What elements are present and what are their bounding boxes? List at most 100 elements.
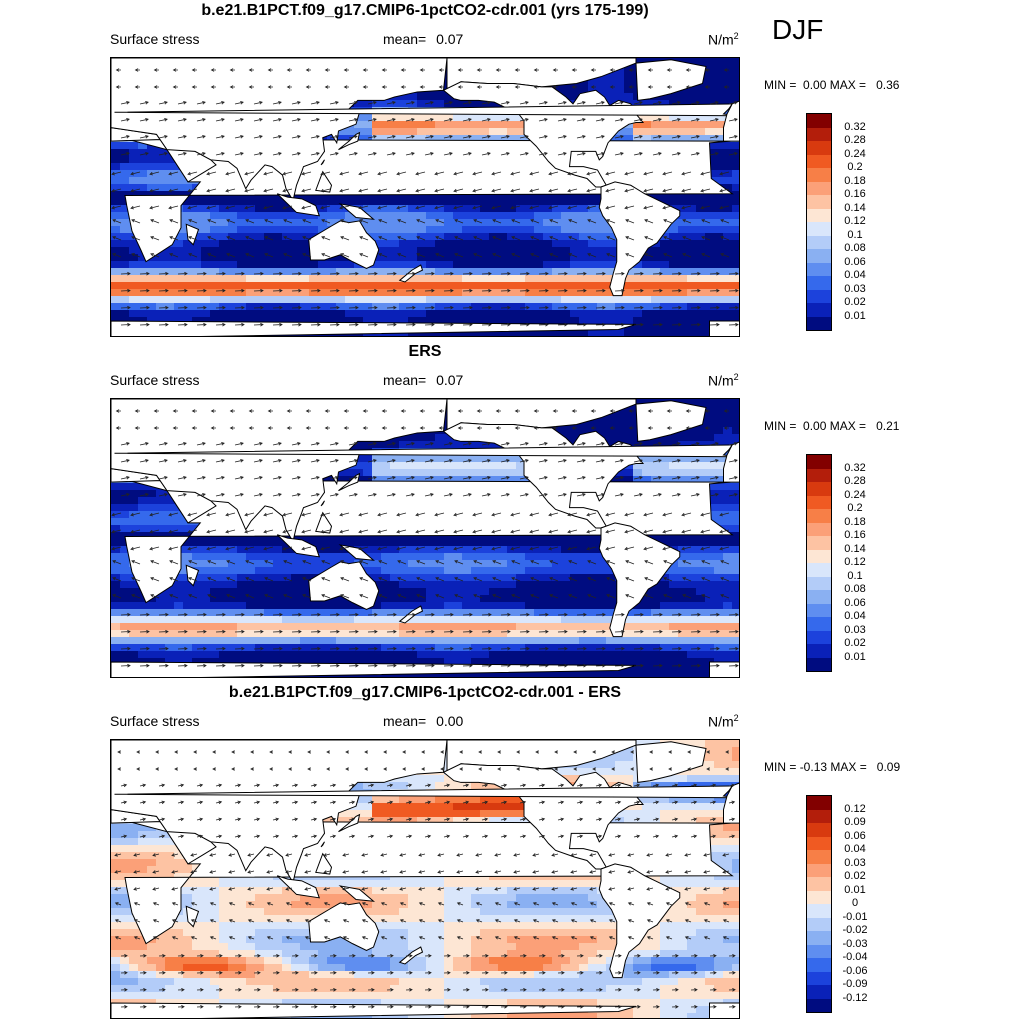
coastline: [276, 875, 320, 899]
mean-label: mean=: [383, 31, 427, 47]
colorbar-swatch: [807, 630, 831, 644]
colorbar-swatch: [807, 235, 831, 249]
colorbar-swatch: [807, 590, 831, 604]
colorbar-swatch: [807, 536, 831, 550]
colorbar-label: 0.18: [844, 515, 866, 528]
colorbar-label: 0.04: [844, 269, 866, 281]
map-canvas: [111, 399, 739, 677]
colorbar-swatch: [807, 863, 831, 877]
coastline: [185, 223, 200, 246]
min-value: 0.00: [803, 419, 827, 433]
colorbar-label: 0.01: [844, 883, 866, 896]
min-max-readout: MIN = -0.13 MAX = 0.09: [764, 760, 900, 774]
colorbar-swatch: [807, 509, 831, 523]
colorbar: [806, 795, 832, 1013]
variable-label: Surface stress: [110, 713, 200, 729]
variable-label: Surface stress: [110, 372, 200, 388]
colorbar-label: 0.24: [844, 488, 866, 501]
colorbar-label: -0.04: [842, 951, 868, 963]
colorbar-label: 0.18: [844, 174, 866, 187]
max-label: MAX =: [829, 419, 867, 433]
colorbar-swatch: [807, 455, 831, 469]
coastline: [320, 841, 325, 848]
coastline: [315, 170, 333, 193]
min-max-readout: MIN = 0.00 MAX = 0.36: [764, 78, 899, 92]
colorbar-label: 0.14: [844, 542, 866, 555]
min-value: 0.00: [803, 78, 827, 92]
mean-label: mean=: [383, 372, 427, 388]
colorbar-swatch: [807, 114, 831, 128]
colorbar-swatch: [807, 316, 831, 330]
colorbar-swatch: [807, 917, 831, 931]
colorbar-swatch: [807, 796, 831, 810]
units-text: N/m: [708, 713, 734, 730]
colorbar-label: 0.24: [844, 147, 866, 160]
colorbar-swatch: [807, 482, 831, 496]
stress-vectors: [111, 68, 739, 327]
units-exponent: 2: [733, 713, 739, 723]
mean-value: 0.07: [436, 372, 464, 388]
panel-title: b.e21.B1PCT.f09_g17.CMIP6-1pctCO2-cdr.00…: [201, 2, 649, 19]
units-label: N/m2: [708, 31, 739, 48]
max-value: 0.09: [876, 760, 901, 774]
coastline: [338, 203, 376, 220]
colorbar-label: 0.28: [844, 475, 866, 487]
stress-vectors: [111, 409, 739, 668]
coastline: [185, 905, 200, 928]
mean-readout: mean= 0.07: [383, 372, 463, 388]
coastline: [308, 561, 380, 610]
map-canvas: [111, 58, 739, 336]
colorbar-label: 0.01: [844, 309, 866, 322]
colorbar: [806, 113, 832, 331]
min-label: MIN =: [764, 760, 797, 774]
colorbar-label: 0.2: [847, 161, 863, 173]
colorbar-label: 0.06: [844, 596, 866, 609]
coastline: [723, 782, 739, 824]
mean-label: mean=: [383, 713, 427, 729]
colorbar-swatch: [807, 222, 831, 236]
map-diff: [110, 739, 740, 1019]
colorbar-label: -0.06: [842, 964, 868, 977]
panel-title: b.e21.B1PCT.f09_g17.CMIP6-1pctCO2-cdr.00…: [228, 684, 622, 701]
colorbar-label: 0.04: [844, 610, 866, 622]
colorbar-swatch: [807, 195, 831, 209]
colorbar-label: -0.01: [842, 910, 868, 923]
max-label: MAX =: [830, 760, 867, 774]
colorbar-swatch: [807, 468, 831, 482]
colorbar-label: 0.02: [844, 296, 866, 308]
units-label: N/m2: [708, 713, 739, 730]
colorbar: [806, 454, 832, 672]
colorbar-label: -0.02: [842, 924, 868, 936]
colorbar-swatch: [807, 944, 831, 958]
units-exponent: 2: [733, 372, 739, 382]
colorbar-swatch: [807, 931, 831, 945]
colorbar-label: 0.03: [844, 856, 866, 869]
colorbar-swatch: [807, 522, 831, 536]
colorbar-label: 0.02: [844, 637, 866, 649]
colorbar-swatch: [807, 998, 831, 1012]
colorbar-swatch: [807, 850, 831, 864]
colorbar-swatch: [807, 127, 831, 141]
coastline: [315, 852, 333, 875]
colorbar-swatch: [807, 262, 831, 276]
coastline: [598, 181, 681, 297]
colorbar-swatch: [807, 576, 831, 590]
colorbar-label: -0.03: [842, 937, 868, 950]
colorbar-label: 0.01: [844, 650, 866, 663]
mean-readout: mean= 0.07: [383, 31, 463, 47]
colorbar-swatch: [807, 303, 831, 317]
colorbar-label: 0.03: [844, 623, 866, 636]
colorbar-label: 0.06: [844, 829, 866, 842]
colorbar-swatch: [807, 657, 831, 671]
colorbar-swatch: [807, 971, 831, 985]
colorbar-swatch: [807, 289, 831, 303]
colorbar-swatch: [807, 836, 831, 850]
coastline: [598, 522, 681, 638]
panel-title: ERS: [408, 343, 442, 360]
colorbar-label: 0.09: [844, 816, 866, 828]
coastline: [723, 441, 739, 483]
coastline: [315, 511, 333, 534]
colorbar-swatch: [807, 985, 831, 999]
land-mask: [111, 399, 739, 677]
colorbar-label: 0.1: [847, 569, 863, 582]
